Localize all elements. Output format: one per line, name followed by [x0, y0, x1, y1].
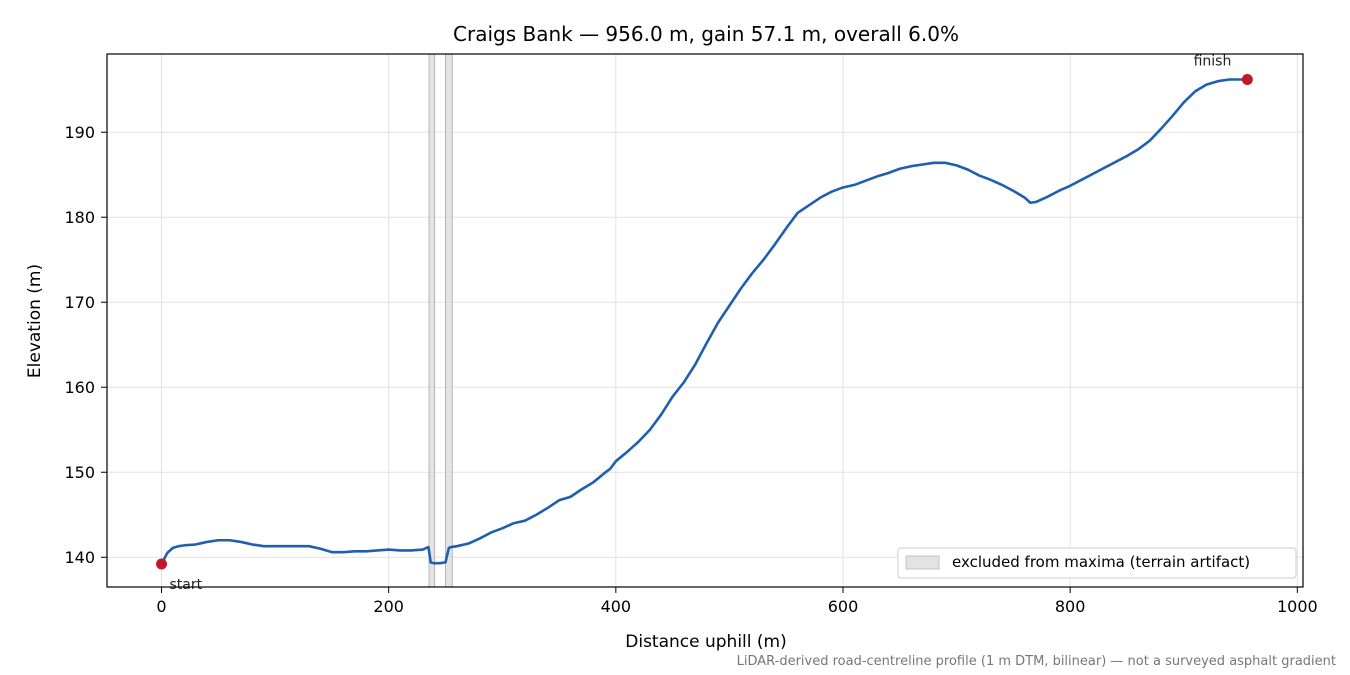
x-tick-label: 200: [373, 597, 404, 616]
excluded-band: [445, 53, 453, 588]
footnote: LiDAR-derived road-centreline profile (1…: [737, 654, 1336, 669]
x-tick-label: 400: [601, 597, 632, 616]
y-tick-label: 180: [64, 208, 95, 227]
excluded-band: [428, 53, 436, 588]
y-tick-label: 190: [64, 123, 95, 142]
legend-label: excluded from maxima (terrain artifact): [952, 553, 1250, 571]
y-tick-label: 140: [64, 548, 95, 567]
finish-label: finish: [1194, 54, 1232, 70]
endpoint-markers: start finish: [156, 54, 1253, 593]
chart-title: Craigs Bank — 956.0 m, gain 57.1 m, over…: [453, 22, 959, 46]
x-tick-label: 800: [1055, 597, 1086, 616]
elevation-line: [160, 78, 1248, 565]
x-tick-label: 600: [828, 597, 859, 616]
y-tick-label: 160: [64, 378, 95, 397]
y-tick-label: 150: [64, 463, 95, 482]
x-tick-label: 0: [156, 597, 166, 616]
start-label: start: [170, 577, 203, 593]
y-axis-ticks: 140 150 160 170 180 190: [64, 123, 107, 567]
x-tick-label: 1000: [1277, 597, 1318, 616]
legend: excluded from maxima (terrain artifact): [897, 547, 1297, 579]
y-tick-label: 170: [64, 293, 95, 312]
x-axis-label: Distance uphill (m): [625, 632, 786, 652]
finish-marker: [1241, 74, 1253, 86]
plot-frame: [106, 53, 1304, 588]
legend-swatch: [905, 555, 940, 570]
y-axis-label: Elevation (m): [25, 264, 45, 378]
legend-box: [897, 547, 1297, 579]
x-axis-ticks: 0 200 400 600 800 1000: [156, 587, 1318, 616]
start-marker: [156, 558, 168, 570]
